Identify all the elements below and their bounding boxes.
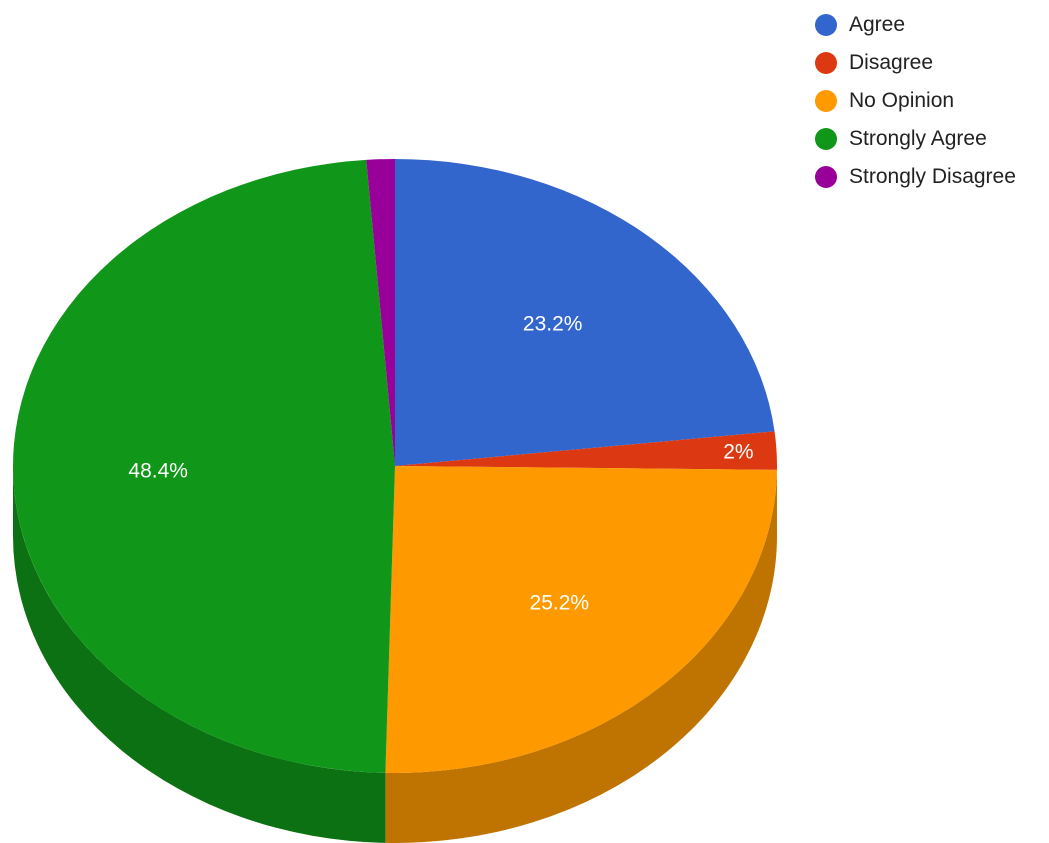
legend-swatch-agree [815, 14, 837, 36]
legend-item-disagree[interactable]: Disagree [815, 44, 1016, 82]
slice-label-disagree: 2% [723, 441, 753, 464]
pie-slices [13, 159, 778, 773]
legend-item-no-opinion[interactable]: No Opinion [815, 82, 1016, 120]
slice-labels: 23.2% 2% 25.2% 48.4% [128, 313, 753, 615]
legend-label-strongly-disagree: Strongly Disagree [849, 165, 1016, 188]
pie-slice-strongly-agree[interactable] [13, 159, 395, 773]
legend-label-no-opinion: No Opinion [849, 89, 955, 112]
pie-slice-disagree[interactable] [395, 431, 778, 470]
pie-side-strongly-agree [13, 466, 386, 843]
legend-swatch-disagree [815, 52, 837, 74]
legend-label-disagree: Disagree [849, 51, 934, 74]
legend: Agree Disagree No Opinion Strongly Agree Str… [815, 6, 1016, 196]
slice-label-agree: 23.2% [523, 313, 583, 336]
pie-slice-no-opinion[interactable] [385, 466, 777, 773]
slice-label-no-opinion: 25.2% [530, 592, 590, 615]
legend-swatch-no-opinion [815, 90, 837, 112]
legend-swatch-strongly-disagree [815, 166, 837, 188]
pie-slice-agree[interactable] [395, 159, 775, 466]
legend-item-strongly-agree[interactable]: Strongly Agree [815, 120, 1016, 158]
legend-label-agree: Agree [849, 13, 906, 36]
legend-item-agree[interactable]: Agree [815, 6, 1016, 44]
legend-swatch-strongly-agree [815, 128, 837, 150]
pie-depth [13, 466, 777, 843]
pie-slice-strongly-disagree[interactable] [366, 159, 395, 466]
pie-side-no-opinion [385, 469, 777, 843]
legend-label-strongly-agree: Strongly Agree [849, 127, 987, 150]
slice-label-strongly-agree: 48.4% [128, 459, 188, 482]
legend-item-strongly-disagree[interactable]: Strongly Disagree [815, 158, 1016, 196]
